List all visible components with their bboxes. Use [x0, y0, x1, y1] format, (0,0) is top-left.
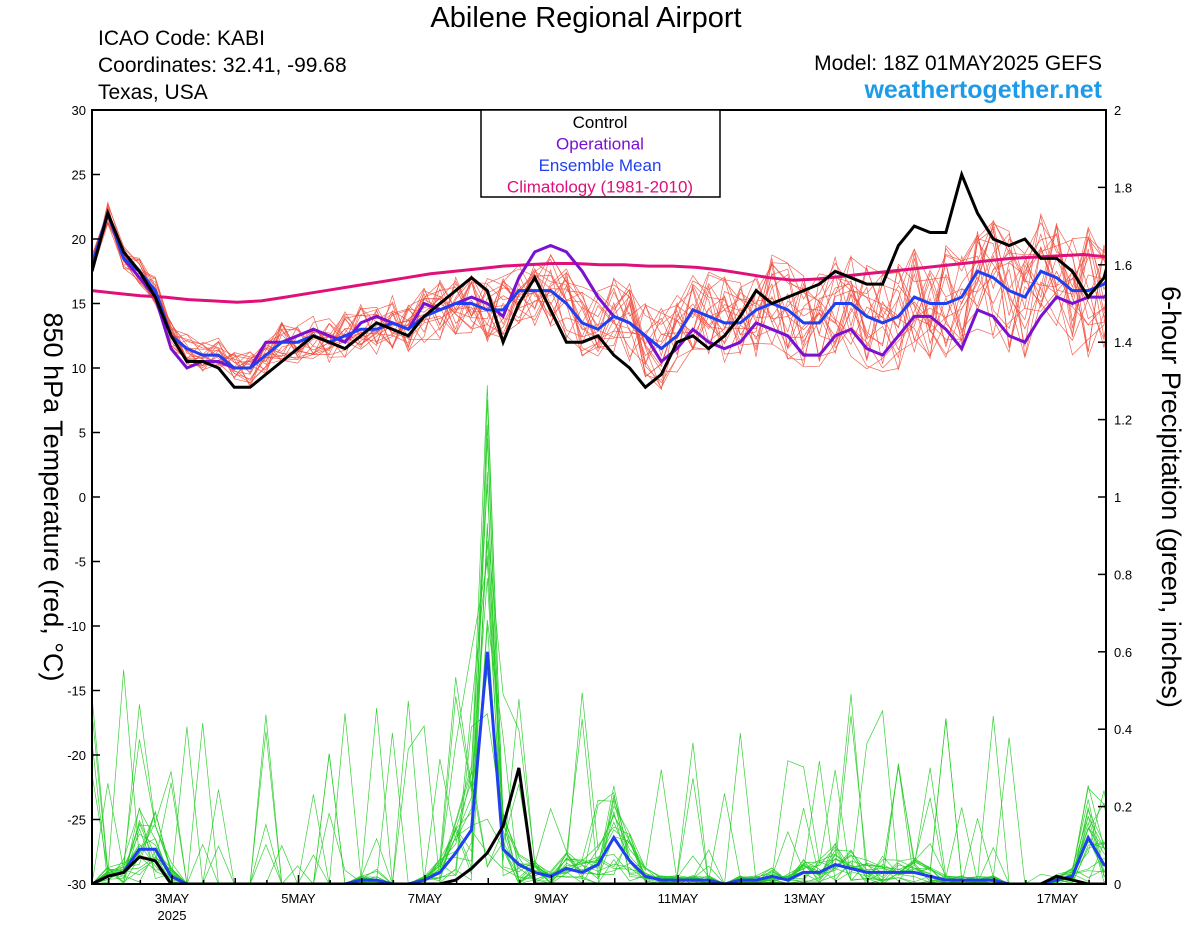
ensemble-members	[92, 201, 1106, 884]
precip-member-line	[92, 619, 1106, 884]
y2-tick-label: 1.4	[1114, 335, 1132, 350]
y-tick-label: -20	[67, 748, 86, 763]
y-tick-label: -15	[67, 684, 86, 699]
precip-member-line	[92, 424, 1106, 884]
legend: Control Operational Ensemble Mean Climatolo…	[480, 109, 721, 198]
temp-member-line	[92, 217, 1106, 375]
y2-tick-label: 2	[1114, 103, 1121, 118]
precip-member-line	[92, 540, 1106, 884]
y2-tick-label: 0.6	[1114, 645, 1132, 660]
legend-entry-operational: Operational	[556, 135, 644, 154]
precip-member-line	[92, 731, 1106, 884]
precip-member-line	[92, 718, 1106, 884]
legend-box	[480, 109, 721, 198]
legend-entry-control: Control	[573, 113, 628, 132]
y-tick-label: -30	[67, 877, 86, 892]
y-tick-label: -25	[67, 813, 86, 828]
x-tick-label: 7MAY	[408, 891, 443, 906]
x-tick-label: 15MAY	[910, 891, 952, 906]
y-tick-label: 5	[79, 426, 86, 441]
temp-member-line	[92, 209, 1106, 375]
model-run: Model: 18Z 01MAY2025 GEFS	[814, 52, 1102, 75]
y2-tick-label: 1.2	[1114, 413, 1132, 428]
y2-tick-label: 0.8	[1114, 567, 1132, 582]
x-tick-label: 9MAY	[534, 891, 569, 906]
y-tick-label: 20	[72, 232, 86, 247]
legend-entry-mean: Ensemble Mean	[539, 156, 662, 175]
chart-title: Abilene Regional Airport	[430, 2, 742, 34]
precip-member-line	[92, 555, 1106, 884]
x-tick-label: 13MAY	[784, 891, 826, 906]
precip-member-line	[92, 713, 1106, 884]
precip-mean-line	[92, 651, 1106, 884]
precip-member-line	[92, 693, 1106, 884]
temp-member-line	[92, 210, 1106, 390]
temp-member-line	[92, 222, 1106, 370]
x-tick-year: 2025	[158, 908, 187, 923]
temp-member-line	[92, 206, 1106, 378]
y2-tick-label: 0.2	[1114, 800, 1132, 815]
y-tick-label: 15	[72, 297, 86, 312]
precip-member-line	[92, 671, 1106, 884]
temp-member-line	[92, 212, 1106, 370]
precip-member-line	[92, 483, 1106, 884]
y2-tick-label: 0.4	[1114, 722, 1132, 737]
precip-member-line	[92, 529, 1106, 884]
temp-member-line	[92, 204, 1106, 370]
x-tick-label: 3MAY	[155, 891, 190, 906]
climatology-line	[92, 252, 1106, 304]
region: Texas, USA	[98, 81, 208, 104]
y2-axis-label: 6-hour Precipitation (green, inches)	[1156, 286, 1186, 708]
temp-member-line	[92, 221, 1106, 388]
plot-frame	[91, 109, 1107, 885]
y2-tick-label: 1	[1114, 490, 1121, 505]
x-tick-label: 5MAY	[281, 891, 316, 906]
precip-member-line	[92, 472, 1106, 884]
x-tick-label: 17MAY	[1037, 891, 1079, 906]
y-tick-label: 10	[72, 361, 86, 376]
precip-member-line	[92, 624, 1106, 884]
precip-member-line	[92, 578, 1106, 884]
precip-member-line	[92, 561, 1106, 884]
y2-tick-label: 1.8	[1114, 180, 1132, 195]
temp-mean-line	[92, 208, 1106, 370]
y-axis-label: 850 hPa Temperature (red, °C)	[38, 313, 68, 682]
y-tick-label: -10	[67, 619, 86, 634]
temp-control-line	[92, 169, 1106, 390]
y-tick-label: -5	[74, 555, 86, 570]
summary-lines	[92, 169, 1106, 884]
legend-entry-climatology: Climatology (1981-2010)	[507, 178, 693, 197]
precip-member-line	[92, 438, 1106, 884]
y-tick-label: 30	[72, 103, 86, 118]
y2-tick-label: 1.6	[1114, 258, 1132, 273]
temp-operational-line	[92, 208, 1106, 370]
axes: 302520151050-5-10-15-20-25-3021.81.61.41…	[38, 103, 1186, 923]
site-link[interactable]: weathertogether.net	[864, 76, 1102, 104]
x-tick-label: 11MAY	[658, 891, 699, 906]
precip-member-line	[92, 399, 1106, 884]
y2-tick-label: 0	[1114, 877, 1121, 892]
y-tick-label: 25	[72, 168, 86, 183]
coordinates: Coordinates: 32.41, -99.68	[98, 54, 347, 77]
temp-member-line	[92, 220, 1106, 386]
icao-code: ICAO Code: KABI	[98, 27, 265, 50]
precip-member-line	[92, 523, 1106, 884]
y-tick-label: 0	[79, 490, 86, 505]
